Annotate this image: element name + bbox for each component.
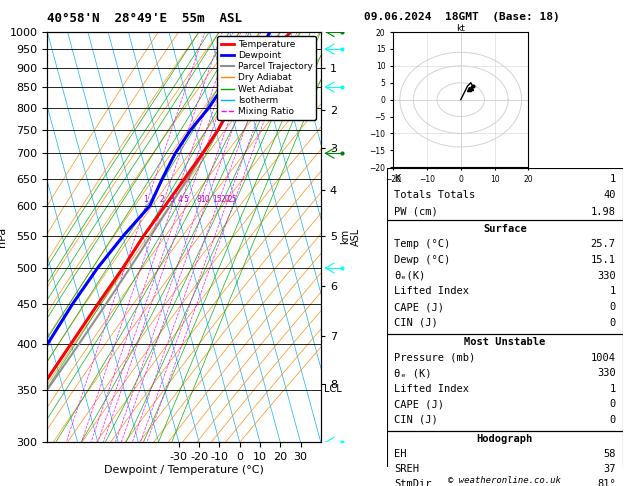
- Text: SREH: SREH: [394, 464, 419, 474]
- Text: 25.7: 25.7: [591, 239, 616, 249]
- Text: 0: 0: [610, 415, 616, 425]
- Text: 3: 3: [170, 195, 175, 204]
- Y-axis label: hPa: hPa: [0, 227, 7, 247]
- Text: CIN (J): CIN (J): [394, 415, 438, 425]
- Text: Most Unstable: Most Unstable: [464, 337, 545, 347]
- Text: © weatheronline.co.uk: © weatheronline.co.uk: [448, 475, 561, 485]
- Text: 10: 10: [200, 195, 210, 204]
- Text: 1: 1: [143, 195, 148, 204]
- Text: 1: 1: [610, 286, 616, 296]
- Text: 330: 330: [597, 271, 616, 280]
- Text: CAPE (J): CAPE (J): [394, 302, 444, 312]
- Text: 1004: 1004: [591, 353, 616, 363]
- Text: 0: 0: [610, 399, 616, 409]
- Text: 0: 0: [610, 302, 616, 312]
- Text: θₑ(K): θₑ(K): [394, 271, 425, 280]
- Text: Temp (°C): Temp (°C): [394, 239, 450, 249]
- Text: 37: 37: [603, 464, 616, 474]
- Text: 1: 1: [610, 384, 616, 394]
- Text: 40: 40: [603, 191, 616, 200]
- Text: 1.98: 1.98: [591, 207, 616, 217]
- X-axis label: Dewpoint / Temperature (°C): Dewpoint / Temperature (°C): [104, 465, 264, 475]
- Text: 40°58'N  28°49'E  55m  ASL: 40°58'N 28°49'E 55m ASL: [47, 12, 242, 25]
- Text: 81°: 81°: [597, 479, 616, 486]
- Text: Lifted Index: Lifted Index: [394, 384, 469, 394]
- Text: 25: 25: [228, 195, 238, 204]
- Text: Lifted Index: Lifted Index: [394, 286, 469, 296]
- Text: 1: 1: [610, 174, 616, 184]
- Text: 15: 15: [212, 195, 222, 204]
- Text: 8: 8: [196, 195, 201, 204]
- Text: 2: 2: [160, 195, 165, 204]
- Text: Hodograph: Hodograph: [477, 434, 533, 444]
- Text: 20: 20: [221, 195, 231, 204]
- Text: 4: 4: [177, 195, 182, 204]
- Text: 0: 0: [610, 318, 616, 328]
- Text: θₑ (K): θₑ (K): [394, 368, 431, 378]
- Text: 15.1: 15.1: [591, 255, 616, 265]
- Y-axis label: km
ASL: km ASL: [340, 228, 361, 246]
- Text: Totals Totals: Totals Totals: [394, 191, 475, 200]
- Text: EH: EH: [394, 450, 406, 459]
- Text: 330: 330: [597, 368, 616, 378]
- Text: CIN (J): CIN (J): [394, 318, 438, 328]
- Text: Pressure (mb): Pressure (mb): [394, 353, 475, 363]
- Text: CAPE (J): CAPE (J): [394, 399, 444, 409]
- Bar: [387, 333, 623, 431]
- Bar: [387, 220, 623, 333]
- Legend: Temperature, Dewpoint, Parcel Trajectory, Dry Adiabat, Wet Adiabat, Isotherm, Mi: Temperature, Dewpoint, Parcel Trajectory…: [217, 36, 316, 120]
- Text: Dewp (°C): Dewp (°C): [394, 255, 450, 265]
- Bar: [387, 168, 623, 220]
- Text: Surface: Surface: [483, 224, 526, 234]
- Text: 58: 58: [603, 450, 616, 459]
- Text: StmDir: StmDir: [394, 479, 431, 486]
- Text: 09.06.2024  18GMT  (Base: 18): 09.06.2024 18GMT (Base: 18): [364, 12, 560, 22]
- X-axis label: kt: kt: [456, 24, 465, 33]
- Text: PW (cm): PW (cm): [394, 207, 438, 217]
- Text: K: K: [394, 174, 400, 184]
- Text: 5: 5: [183, 195, 188, 204]
- Bar: [387, 431, 623, 486]
- Text: LCL: LCL: [323, 384, 342, 394]
